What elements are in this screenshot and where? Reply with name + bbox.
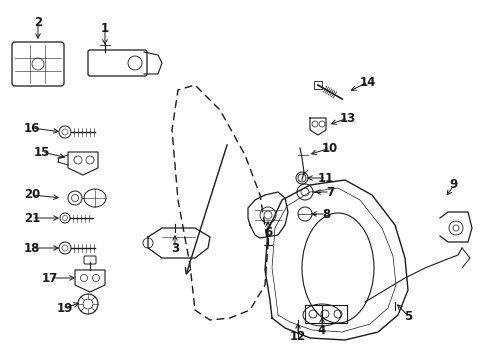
Text: 8: 8 — [321, 207, 329, 220]
Text: 18: 18 — [24, 242, 40, 255]
Text: 14: 14 — [359, 76, 375, 89]
Text: 12: 12 — [289, 329, 305, 342]
Text: 3: 3 — [171, 242, 179, 255]
Text: 11: 11 — [317, 171, 333, 184]
Text: 10: 10 — [321, 141, 337, 154]
Text: 21: 21 — [24, 211, 40, 225]
Text: 19: 19 — [57, 302, 73, 315]
Text: 5: 5 — [403, 310, 411, 323]
Text: 9: 9 — [449, 179, 457, 192]
Text: 2: 2 — [34, 15, 42, 28]
Text: 4: 4 — [317, 324, 325, 337]
Text: 20: 20 — [24, 189, 40, 202]
Text: 16: 16 — [24, 122, 40, 135]
Text: 15: 15 — [34, 145, 50, 158]
Text: 13: 13 — [339, 112, 355, 125]
Text: 6: 6 — [264, 225, 271, 238]
Bar — [305, 305, 346, 323]
Text: 7: 7 — [325, 185, 333, 198]
Text: 17: 17 — [42, 271, 58, 284]
Bar — [313, 81, 321, 89]
Text: 1: 1 — [101, 22, 109, 35]
